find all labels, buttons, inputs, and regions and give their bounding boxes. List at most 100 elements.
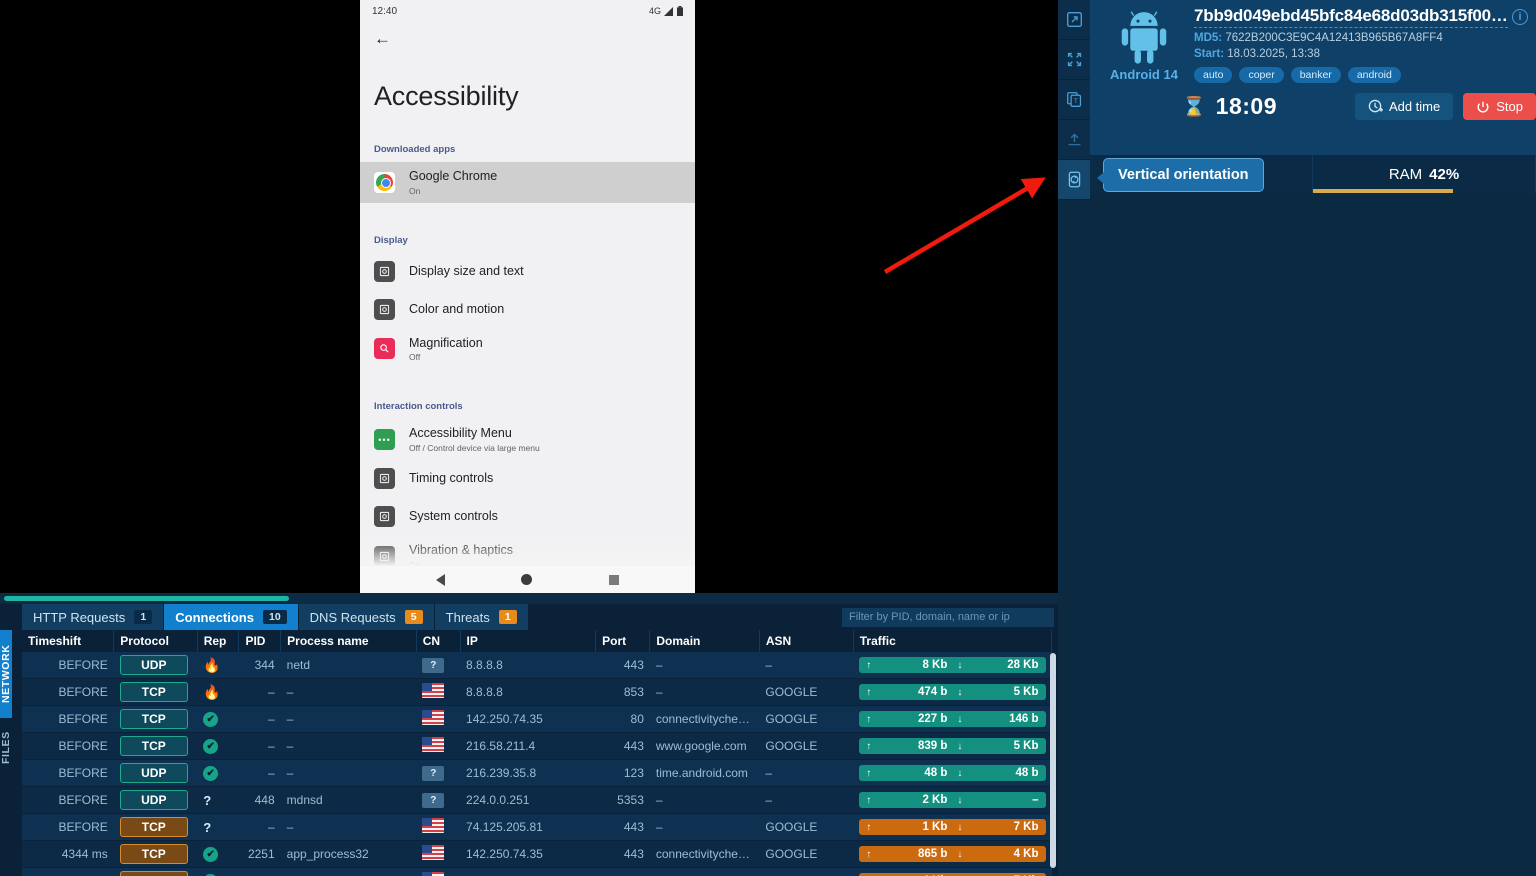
tab-threats[interactable]: Threats 1: [434, 604, 529, 630]
download-arrow-icon: ↓: [957, 686, 963, 698]
horizontal-scrollbar[interactable]: [0, 593, 1058, 604]
device-tag[interactable]: coper: [1239, 67, 1284, 83]
column-header[interactable]: Traffic: [853, 630, 1053, 652]
cell-pid: –: [238, 678, 281, 706]
settings-row[interactable]: System controls: [360, 498, 695, 536]
settings-row[interactable]: ••• Accessibility Menu Off / Control devic…: [360, 419, 695, 460]
android-robot-icon: Android 14: [1098, 6, 1190, 83]
settings-row[interactable]: Color and motion: [360, 291, 695, 329]
device-tag[interactable]: android: [1347, 67, 1401, 83]
scrollbar-thumb[interactable]: [4, 596, 289, 601]
traffic-badge: ↑ 8 Kb ↓ 28 Kb: [859, 657, 1046, 673]
settings-row[interactable]: Display size and text: [360, 253, 695, 291]
table-row[interactable]: BEFORE UDP 🔥 344 netd? 8.8.8.8 443– – ↑ 8 Kb ↓ 28 K…: [22, 652, 1052, 679]
cell-timeshift: BEFORE: [22, 759, 114, 787]
column-header[interactable]: IP: [460, 630, 597, 652]
stop-button[interactable]: Stop: [1463, 93, 1536, 120]
table-row[interactable]: BEFORE TCP ✔ – – 216.58.211.4 443 www.google.co…: [22, 732, 1052, 760]
settings-row-label: System controls: [409, 509, 498, 524]
cell-country: [416, 867, 461, 876]
table-row[interactable]: BEFORE TCP ✔ – – 142.250.74.35 80 connectivityc…: [22, 705, 1052, 733]
rotate-device-icon[interactable]: [1058, 160, 1090, 200]
tab-http-requests[interactable]: HTTP Requests 1: [22, 604, 165, 630]
nav-home-icon[interactable]: [521, 574, 533, 585]
phone-nav-bar[interactable]: [360, 566, 695, 593]
table-row[interactable]: BEFORE TCP 🔥 – –8.8.8.8 853– GOOGLE ↑ 474 b ↓ 5 Kb: [22, 678, 1052, 706]
cell-pid: –: [238, 759, 281, 787]
cell-reputation: ✔: [197, 759, 239, 787]
column-header[interactable]: Protocol: [113, 630, 198, 652]
table-row[interactable]: 4344 ms TCP ✔ 2251 app_process32 142.250.74.3…: [22, 840, 1052, 868]
tab-filler: [528, 604, 1058, 630]
usage-bar: [1313, 189, 1453, 193]
red-pointer-arrow: [883, 177, 1046, 274]
nav-back-icon[interactable]: [436, 573, 446, 586]
accessibility-settings-list: Downloaded apps Google Chrome On Display Dis…: [360, 112, 695, 593]
column-header[interactable]: ASN: [759, 630, 854, 652]
cell-pid: –: [238, 705, 281, 733]
network-filter-input[interactable]: [842, 607, 1054, 627]
settings-row-label: Accessibility Menu: [409, 426, 512, 441]
column-header[interactable]: Rep: [197, 630, 240, 652]
traffic-badge: ↑ 839 b ↓ 5 Kb: [859, 738, 1046, 754]
clock-plus-icon: [1368, 99, 1383, 113]
device-tag[interactable]: auto: [1194, 67, 1233, 83]
usage-value: 42%: [1429, 165, 1460, 183]
start-label: Start:: [1194, 48, 1225, 60]
network-side-tabs[interactable]: NETWORK FILES: [0, 604, 22, 876]
column-header[interactable]: CN: [416, 630, 461, 652]
cell-traffic: ↑4 Kb↓7 Kb: [853, 867, 1052, 876]
column-header[interactable]: Port: [595, 630, 651, 652]
session-timer-row: ⌛ 18:09 Add time Stop: [1090, 93, 1536, 120]
table-row[interactable]: BEFORE UDP? 448 mdnsd? 224.0.0.251 5353– – ↑ 2 K…: [22, 786, 1052, 814]
cell-traffic: ↑ 2 Kb ↓ –: [853, 786, 1052, 814]
settings-row[interactable]: Magnification Off: [360, 329, 695, 370]
column-header[interactable]: Process name: [280, 630, 417, 652]
device-tool-rail[interactable]: T: [1058, 0, 1090, 200]
table-row[interactable]: 4364 ms TCP ✔ 2300app_process32 172.217.21.1…: [22, 867, 1052, 876]
traffic-down: 4 Kb: [1013, 848, 1039, 860]
upload-arrow-icon: ↑: [866, 659, 872, 671]
column-header[interactable]: PID: [238, 630, 282, 652]
column-header[interactable]: Timeshift: [22, 630, 115, 652]
cell-protocol: TCP: [113, 732, 198, 760]
cell-protocol: UDP: [113, 786, 198, 814]
fullscreen-icon[interactable]: [1058, 40, 1090, 80]
tab-count-badge: 10: [262, 610, 287, 624]
traffic-down: 5 Kb: [1013, 686, 1039, 698]
cell-ip: 142.250.74.35: [460, 705, 596, 733]
side-tab-network[interactable]: NETWORK: [0, 630, 12, 718]
upload-arrow-icon: ↑: [866, 794, 872, 806]
settings-section-label: Downloaded apps: [374, 144, 456, 155]
start-value: 18.03.2025, 13:38: [1227, 48, 1320, 60]
md5-label: MD5:: [1194, 32, 1223, 44]
flag-unknown-icon: ?: [422, 793, 445, 808]
cell-pid: 2300: [238, 867, 281, 876]
scroll-fade: [360, 540, 695, 566]
back-arrow-icon[interactable]: ←: [374, 29, 391, 48]
tab-connections[interactable]: Connections 10: [164, 604, 299, 630]
chrome-icon: [374, 171, 395, 193]
settings-row[interactable]: Timing controls: [360, 460, 695, 498]
cell-pid: 344: [238, 652, 281, 679]
nav-recents-icon[interactable]: [608, 574, 619, 585]
copy-text-icon[interactable]: T: [1058, 80, 1090, 120]
column-header[interactable]: Domain: [649, 630, 760, 652]
add-time-label: Add time: [1388, 99, 1441, 114]
side-tab-files[interactable]: FILES: [0, 731, 12, 765]
add-time-button[interactable]: Add time: [1354, 93, 1454, 120]
cell-protocol: TCP: [113, 678, 198, 706]
android-device-screen[interactable]: 12:40 4G ← Accessibility Downloaded apps…: [360, 0, 695, 593]
table-row[interactable]: BEFORE TCP? – –74.125.205.81 443– GOOGLE ↑ 1 Kb…: [22, 813, 1052, 841]
vertical-scrollbar[interactable]: [1050, 653, 1056, 868]
info-icon[interactable]: i: [1512, 9, 1528, 25]
upload-icon[interactable]: [1058, 120, 1090, 160]
tab-dns-requests[interactable]: DNS Requests 5: [298, 604, 435, 630]
open-external-icon[interactable]: [1058, 0, 1090, 40]
settings-row[interactable]: Google Chrome On: [360, 162, 695, 203]
cell-domain: www.google.com: [649, 732, 760, 760]
cell-timeshift: 4364 ms: [22, 867, 114, 876]
table-row[interactable]: BEFORE UDP ✔ – –? 216.239.35.8 123 time.android…: [22, 759, 1052, 787]
device-hash[interactable]: 7bb9d049ebd45bfc84e68d03db315f00…: [1194, 6, 1508, 28]
device-tag[interactable]: banker: [1290, 67, 1341, 83]
